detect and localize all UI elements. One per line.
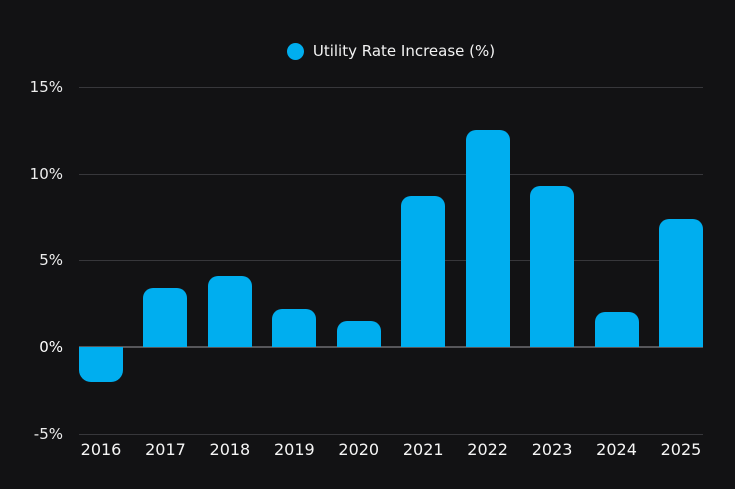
y-tick-label-10: 10% <box>29 164 63 183</box>
bar-2020[interactable] <box>336 320 381 347</box>
x-tick-label-2020: 2020 <box>338 440 380 459</box>
y-tick-label-5: 5% <box>39 251 63 270</box>
x-tick-label-2021: 2021 <box>402 440 444 459</box>
bar-2023[interactable] <box>530 185 575 347</box>
bar-2025[interactable] <box>658 218 703 347</box>
x-tick-label-2025: 2025 <box>660 440 702 459</box>
x-tick-label-2016: 2016 <box>80 440 122 459</box>
bar-2016[interactable] <box>79 347 123 382</box>
x-tick-label-2018: 2018 <box>209 440 251 459</box>
gridline-15 <box>79 86 703 88</box>
legend-marker-icon <box>286 42 304 60</box>
zero-line <box>79 346 703 348</box>
bar-2021[interactable] <box>401 196 446 347</box>
x-tick-label-2019: 2019 <box>273 440 315 459</box>
legend-label: Utility Rate Increase (%) <box>312 42 496 60</box>
bar-2019[interactable] <box>272 308 317 347</box>
y-tick-label--5: -5% <box>33 424 63 443</box>
bar-2018[interactable] <box>207 275 252 347</box>
gridline--5 <box>79 433 703 435</box>
y-tick-label-15: 15% <box>29 77 63 96</box>
gridline-10 <box>79 173 703 175</box>
gridline-5 <box>79 260 703 262</box>
bar-2017[interactable] <box>143 288 188 347</box>
bar-2022[interactable] <box>465 130 510 347</box>
x-tick-label-2024: 2024 <box>596 440 637 459</box>
x-tick-label-2017: 2017 <box>145 440 186 459</box>
x-tick-label-2022: 2022 <box>467 440 508 459</box>
bar-2024[interactable] <box>594 312 639 347</box>
legend-item[interactable]: Utility Rate Increase (%) <box>79 42 703 60</box>
x-tick-label-2023: 2023 <box>531 440 573 459</box>
y-tick-label-0: 0% <box>39 338 63 356</box>
